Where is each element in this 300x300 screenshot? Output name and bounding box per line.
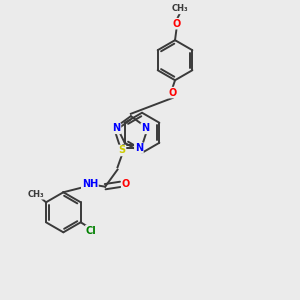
Text: N: N [141, 123, 149, 133]
Text: O: O [172, 19, 181, 29]
Text: O: O [169, 88, 177, 98]
Text: N: N [135, 143, 143, 153]
Text: NH: NH [82, 179, 98, 189]
Text: CH₃: CH₃ [172, 4, 188, 14]
Text: Cl: Cl [86, 226, 97, 236]
Text: O: O [122, 179, 130, 189]
Text: S: S [118, 146, 125, 155]
Text: CH₃: CH₃ [27, 190, 44, 199]
Text: N: N [112, 123, 121, 133]
